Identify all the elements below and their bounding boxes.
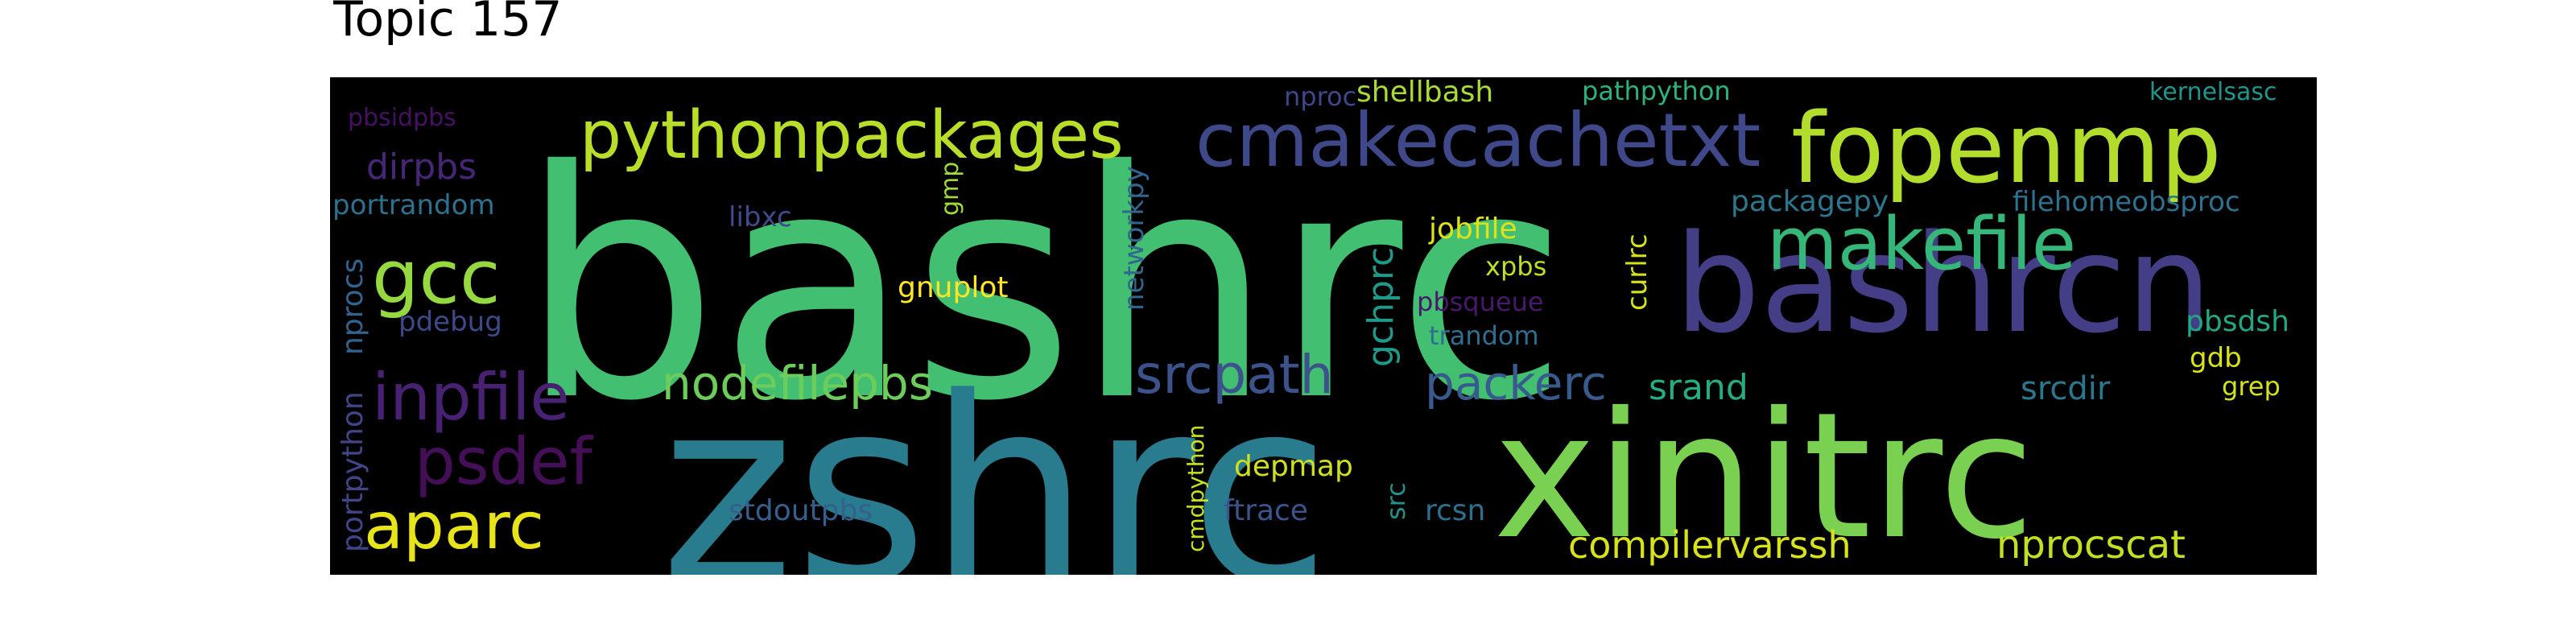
word-cloud-canvas: bashrc zshrc xinitrc bashrcn fopenmp pyt… <box>332 77 2289 575</box>
word-gdb: gdb <box>2190 342 2242 374</box>
word-nproc: nproc <box>1284 81 1356 112</box>
word-filehomeobsproc: filehomeobsproc <box>2013 186 2240 218</box>
word-pbsdsh: pbsdsh <box>2186 305 2289 338</box>
word-shellbash: shellbash <box>1356 77 1493 109</box>
word-psdef: psdef <box>415 424 593 499</box>
word-curlrc: curlrc <box>1621 233 1653 311</box>
word-xinitrc: xinitrc <box>1493 375 2034 575</box>
word-fopenmp: fopenmp <box>1791 93 2222 205</box>
word-bashrc: bashrc <box>519 104 1568 469</box>
word-nprocscat: nprocscat <box>1996 522 2186 568</box>
word-pbsidpbs: pbsidpbs <box>348 104 456 132</box>
word-gnuplot: gnuplot <box>898 271 1008 304</box>
word-packerc: packerc <box>1425 356 1607 411</box>
word-gmp: gmp <box>936 162 964 216</box>
word-pdebug: pdebug <box>398 306 502 338</box>
word-srcdir: srcdir <box>2021 370 2111 407</box>
word-nodefilepbs: nodefilepbs <box>662 356 933 411</box>
word-srand: srand <box>1649 367 1748 408</box>
word-trandom: trandom <box>1429 320 1539 351</box>
word-stdoutpbs: stdoutpbs <box>729 494 873 527</box>
word-pathpython: pathpython <box>1582 77 1731 106</box>
word-pbsqueue: pbsqueue <box>1417 287 1544 317</box>
word-packagepy: packagepy <box>1731 185 1889 218</box>
word-cmakecachetxt: cmakecachetxt <box>1195 97 1761 184</box>
word-src: src <box>1381 482 1411 520</box>
word-pythonpackages: pythonpackages <box>580 97 1124 174</box>
word-networkpy: networkpy <box>1118 166 1150 311</box>
word-portrandom: portrandom <box>332 189 495 221</box>
word-rcsn: rcsn <box>1425 494 1485 527</box>
word-inpfile: inpfile <box>372 360 570 435</box>
word-xpbs: xpbs <box>1485 251 1546 282</box>
word-cmdpython: cmdpython <box>1183 425 1209 552</box>
word-gchprc: gchprc <box>1360 247 1402 367</box>
word-zshrc: zshrc <box>660 343 1331 575</box>
word-cloud: bashrc zshrc xinitrc bashrcn fopenmp pyt… <box>330 77 2317 575</box>
word-jobfile: jobfile <box>1428 213 1517 246</box>
word-compilervarssh: compilervarssh <box>1568 523 1852 567</box>
word-kernelsasc: kernelsasc <box>2149 78 2277 106</box>
word-nprocs: nprocs <box>336 258 369 355</box>
word-dirpbs: dirpbs <box>366 147 477 188</box>
page-title: Topic 157 <box>333 0 563 45</box>
word-libxc: libxc <box>729 201 792 233</box>
word-portpython: portpython <box>336 391 369 552</box>
word-makefile: makefile <box>1767 202 2076 287</box>
word-gcc: gcc <box>372 234 501 320</box>
word-grep: grep <box>2222 371 2281 402</box>
word-depmap: depmap <box>1234 450 1353 483</box>
word-bashrcn: bashrcn <box>1674 205 2212 363</box>
word-srcpath: srcpath <box>1135 344 1333 406</box>
word-ftrace: ftrace <box>1224 494 1308 527</box>
word-aparc: aparc <box>364 489 544 564</box>
